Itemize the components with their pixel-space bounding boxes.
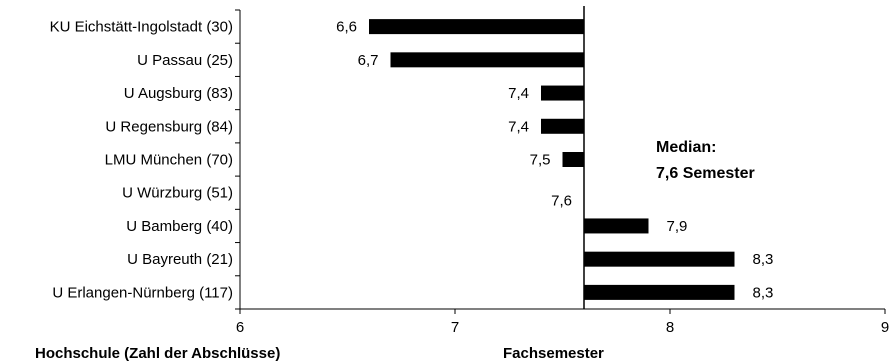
bar (584, 218, 649, 233)
category-label: KU Eichstätt-Ingolstadt (30) (50, 19, 233, 36)
bar (584, 285, 735, 300)
value-label: 7,6 (551, 193, 572, 210)
category-label: U Bayreuth (21) (127, 251, 233, 268)
category-label: U Augsburg (83) (124, 85, 233, 102)
axes (235, 6, 885, 314)
category-axis-title: Hochschule (Zahl der Abschlüsse) (35, 345, 280, 362)
x-tick-label: 9 (881, 319, 889, 336)
x-tick-label: 6 (236, 319, 244, 336)
value-label: 7,4 (508, 85, 529, 102)
bar (541, 86, 584, 101)
bar (541, 119, 584, 134)
category-label: LMU München (70) (105, 152, 233, 169)
median-annotation-line-2: 7,6 Semester (656, 165, 755, 182)
bar (369, 19, 584, 34)
x-tick-label: 7 (451, 319, 459, 336)
category-label: U Passau (25) (137, 52, 233, 69)
x-tick-label: 8 (666, 319, 674, 336)
value-axis-title: Fachsemester (503, 345, 604, 362)
bar (584, 252, 735, 267)
value-label: 6,7 (358, 52, 379, 69)
bar (563, 152, 585, 167)
category-label: U Würzburg (51) (122, 185, 233, 202)
x-tick-labels: 6 7 8 9 (236, 319, 889, 336)
value-label: 6,6 (336, 19, 357, 36)
bar (391, 52, 585, 67)
bars (369, 19, 735, 300)
category-label: U Bamberg (40) (126, 218, 233, 235)
value-label: 7,5 (530, 152, 551, 169)
category-labels: KU Eichstätt-Ingolstadt (30) U Passau (25… (50, 19, 233, 302)
median-annotation-line-1: Median: (656, 139, 716, 156)
value-label: 8,3 (753, 284, 774, 301)
value-label: 7,9 (667, 218, 688, 235)
value-label: 7,4 (508, 118, 529, 135)
value-label: 8,3 (753, 251, 774, 268)
category-label: U Erlangen-Nürnberg (117) (52, 284, 233, 301)
category-label: U Regensburg (84) (105, 118, 233, 135)
